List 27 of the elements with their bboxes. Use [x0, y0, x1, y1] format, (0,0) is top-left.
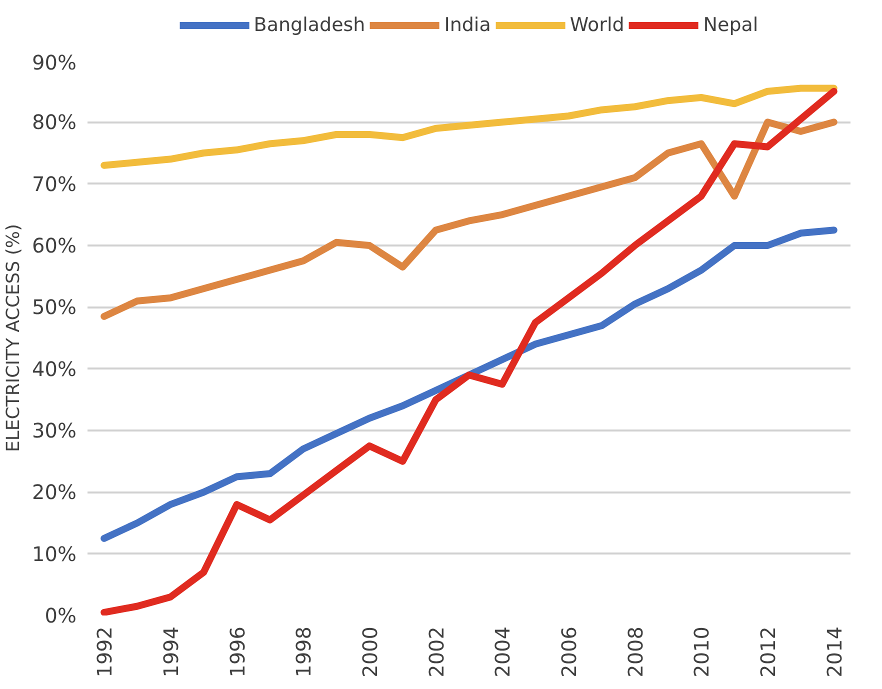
x-tick-label: 2004	[490, 626, 515, 678]
y-axis-title: ELECTRICITY ACCESS (%)	[3, 224, 24, 452]
x-tick-label: 2008	[623, 626, 648, 678]
y-tick-label: 50%	[32, 295, 76, 320]
legend-label: Nepal	[703, 14, 758, 36]
x-tick-label: 2014	[822, 626, 846, 678]
y-tick-label: 80%	[32, 110, 76, 134]
x-tick-label: 2002	[424, 626, 448, 678]
x-tick-label: 2012	[756, 626, 780, 678]
y-tick-label: 0%	[44, 604, 77, 628]
x-tick-label: 1992	[92, 626, 117, 678]
y-tick-label: 40%	[32, 356, 76, 381]
legend-label: Bangladesh	[254, 14, 366, 36]
legend-label: India	[444, 14, 491, 36]
y-tick-label: 70%	[32, 172, 76, 196]
legend-label: World	[570, 14, 624, 36]
x-tick-label: 2000	[358, 626, 382, 678]
y-tick-label: 90%	[32, 50, 76, 74]
y-tick-label: 60%	[32, 234, 76, 258]
y-tick-label: 20%	[32, 480, 76, 504]
y-tick-label: 10%	[32, 542, 76, 566]
x-tick-label: 1994	[158, 626, 183, 678]
y-tick-label: 30%	[32, 418, 76, 442]
x-tick-label: 1998	[292, 626, 316, 678]
x-tick-label: 2006	[557, 626, 582, 678]
x-tick-label: 2010	[690, 626, 714, 678]
x-tick-label: 1996	[225, 626, 250, 678]
